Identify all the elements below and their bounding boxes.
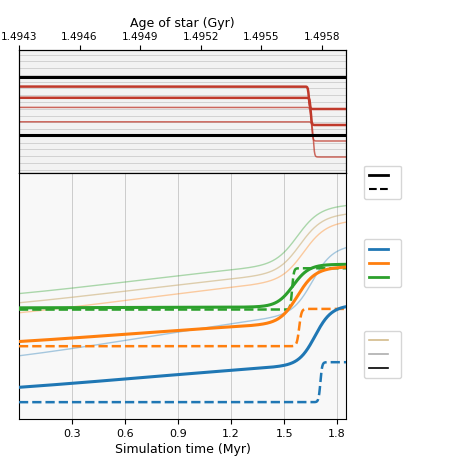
Legend: , , : , , [364,331,401,378]
X-axis label: Simulation time (Myr): Simulation time (Myr) [115,443,250,456]
X-axis label: Age of star (Gyr): Age of star (Gyr) [130,17,235,29]
